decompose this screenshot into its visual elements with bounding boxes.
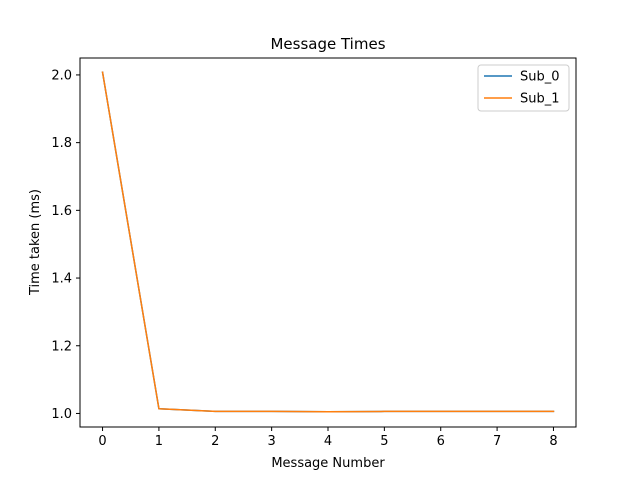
x-tick-label: 3	[267, 434, 275, 449]
legend: Sub_0 Sub_1	[477, 64, 570, 112]
x-tick-label: 2	[211, 434, 219, 449]
y-tick-label: 1.6	[51, 204, 72, 219]
x-axis-label: Message Number	[271, 456, 385, 471]
y-tick-label: 2.0	[51, 68, 72, 83]
y-tick-label: 1.4	[51, 272, 72, 287]
x-tick-label: 8	[549, 434, 557, 449]
legend-label: Sub_0	[520, 70, 560, 85]
x-axis: 0 1 2 3 4 5 6 7 8	[98, 427, 558, 449]
y-tick-label: 1.8	[51, 136, 72, 151]
x-tick-label: 4	[324, 434, 332, 449]
series-layer	[101, 71, 555, 413]
y-tick-label: 1.2	[51, 339, 72, 354]
x-tick-label: 6	[437, 434, 445, 449]
x-tick-label: 7	[493, 434, 501, 449]
x-tick-label: 5	[380, 434, 388, 449]
y-axis-label: Time taken (ms)	[28, 189, 43, 296]
series-line-sub-1	[101, 71, 555, 413]
x-tick-label: 0	[98, 434, 106, 449]
x-tick-label: 1	[155, 434, 163, 449]
chart-title: Message Times	[270, 35, 385, 53]
y-tick-label: 1.0	[51, 407, 72, 422]
legend-label: Sub_1	[520, 92, 560, 107]
y-axis: 1.0 1.2 1.4 1.6 1.8 2.0	[51, 68, 80, 422]
